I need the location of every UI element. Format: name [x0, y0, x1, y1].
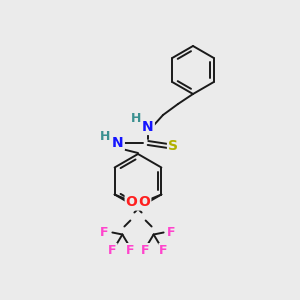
- Text: F: F: [141, 244, 150, 257]
- Text: H: H: [131, 112, 141, 125]
- Text: N: N: [142, 120, 154, 134]
- Text: F: F: [126, 244, 135, 257]
- Text: F: F: [108, 244, 117, 257]
- Text: O: O: [138, 196, 150, 209]
- Text: N: N: [112, 136, 124, 150]
- Text: F: F: [100, 226, 109, 239]
- Text: S: S: [168, 139, 178, 153]
- Text: F: F: [167, 226, 176, 239]
- Text: F: F: [159, 244, 168, 257]
- Text: O: O: [126, 196, 138, 209]
- Text: H: H: [100, 130, 110, 143]
